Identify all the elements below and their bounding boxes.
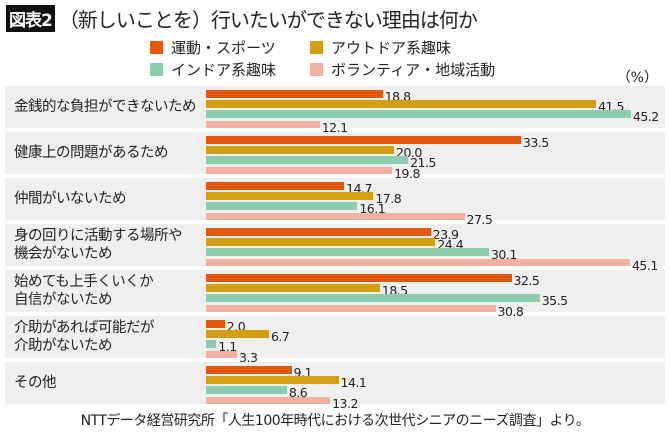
bar <box>206 366 292 374</box>
category-label-line: 介助がないため <box>14 338 113 354</box>
data-label: 13.2 <box>332 395 358 411</box>
bar <box>206 146 394 154</box>
legend-item: アウトドア系趣味 <box>310 37 451 58</box>
bar <box>206 166 393 175</box>
data-label: 3.3 <box>239 349 258 365</box>
category-label: 始めても上手くいくか 自信がないため <box>14 273 154 309</box>
category-label-line: 自信がないため <box>14 292 113 308</box>
bar <box>206 284 380 292</box>
data-label: 17.8 <box>375 191 402 207</box>
bar <box>206 320 225 328</box>
chart-title: 図表2 （新しいことを）行いたいができない理由は何か <box>6 4 478 32</box>
bar <box>206 182 345 190</box>
category-label-line: 介助があれば可能だが <box>14 320 155 336</box>
legend-item: インドア系趣味 <box>150 59 276 80</box>
category-label-line: 身の回りに活動する場所や <box>14 228 183 244</box>
category-label: 仲間がいないため <box>14 190 127 208</box>
legend-label: インドア系趣味 <box>171 61 277 79</box>
category-label: 身の回りに活動する場所や 機会がないため <box>14 227 183 263</box>
data-label: 6.7 <box>270 329 290 345</box>
category-group <box>5 316 665 358</box>
category-label-line: 健康上の問題があるため <box>14 145 169 161</box>
data-label: 21.5 <box>410 155 436 171</box>
category-label-line: 仲間がいないため <box>14 191 127 207</box>
bar <box>206 274 512 282</box>
data-label: 45.1 <box>631 257 658 273</box>
bar <box>206 376 339 384</box>
data-label: 35.5 <box>541 293 568 309</box>
data-label: 27.5 <box>466 211 493 227</box>
bar <box>206 350 238 359</box>
bar <box>206 90 383 98</box>
bar <box>206 258 630 267</box>
legend-swatch <box>310 41 323 54</box>
legend-label: アウトドア系趣味 <box>331 39 452 57</box>
data-label: 9.1 <box>293 365 313 380</box>
source-note: NTTデータ経営研究所「人生100年時代における次世代シニアのニーズ調査」より。 <box>80 413 590 429</box>
legend-item: 運動・スポーツ <box>150 37 276 58</box>
legend-swatch <box>150 41 163 54</box>
legend-label: 運動・スポーツ <box>171 39 276 57</box>
bar <box>206 120 320 129</box>
bar <box>206 228 431 236</box>
category-label: 介助があれば可能だが 介助がないため <box>14 319 155 355</box>
data-label: 24.4 <box>437 237 464 253</box>
title-text: （新しいことを）行いたいができない理由は何か <box>58 7 478 32</box>
legend-item: ボランティア・地域活動 <box>310 59 495 80</box>
bar <box>206 386 287 394</box>
bar <box>206 304 496 313</box>
data-label: 32.5 <box>513 273 540 288</box>
data-label: 41.5 <box>598 99 624 115</box>
bar <box>206 396 331 405</box>
data-label: 23.9 <box>432 227 459 242</box>
bar <box>206 330 269 338</box>
data-label: 20.0 <box>396 145 422 161</box>
data-label: 18.8 <box>384 89 411 104</box>
bar <box>206 156 409 164</box>
data-label: 30.1 <box>490 247 517 263</box>
legend-swatch <box>310 63 323 76</box>
legend-swatch <box>150 63 163 76</box>
bar <box>206 238 436 246</box>
category-label-line: 機会がないため <box>14 246 113 262</box>
category-label-line: その他 <box>14 375 57 391</box>
unit-label: （%） <box>616 70 658 86</box>
data-label: 45.2 <box>632 109 659 125</box>
bar <box>206 192 374 200</box>
bar <box>206 100 597 108</box>
bar <box>206 212 465 221</box>
data-label: 16.1 <box>359 201 386 217</box>
bar <box>206 136 521 144</box>
bar <box>206 248 489 256</box>
bar <box>206 202 358 210</box>
category-label-line: 始めても上手くいくか <box>14 274 154 290</box>
bar <box>206 340 217 348</box>
category-label-line: 金銭的な負担ができないため <box>14 99 197 115</box>
category-label: 健康上の問題があるため <box>14 144 169 162</box>
data-label: 12.1 <box>321 119 348 135</box>
bar <box>206 110 631 118</box>
data-label: 14.7 <box>346 181 373 196</box>
data-label: 33.5 <box>522 135 549 150</box>
data-label: 2.0 <box>226 319 246 334</box>
category-label: その他 <box>14 374 57 392</box>
bar <box>206 294 540 302</box>
data-label: 1.1 <box>218 339 237 355</box>
data-label: 30.8 <box>497 303 524 319</box>
legend-label: ボランティア・地域活動 <box>331 61 496 79</box>
data-label: 18.5 <box>381 283 408 299</box>
figure-badge: 図表2 <box>6 4 55 32</box>
category-label: 金銭的な負担ができないため <box>14 98 197 116</box>
data-label: 19.8 <box>394 165 420 181</box>
data-label: 14.1 <box>340 375 367 391</box>
data-label: 8.6 <box>288 385 308 401</box>
